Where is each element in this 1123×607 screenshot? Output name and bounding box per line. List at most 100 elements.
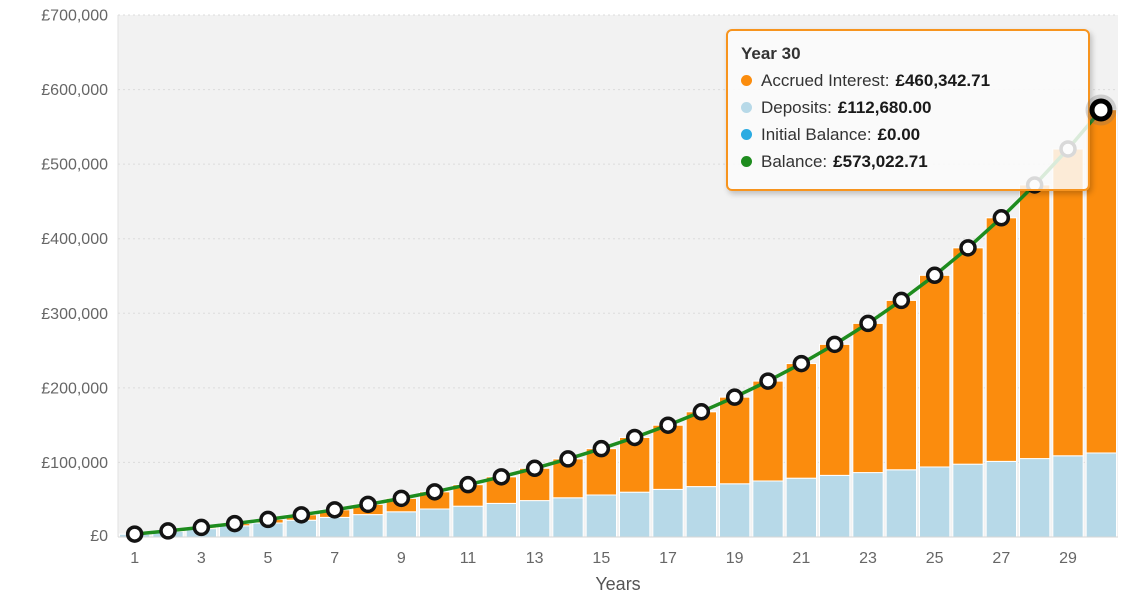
- y-axis-label: £700,000: [41, 8, 108, 25]
- x-axis-label: 25: [926, 550, 944, 567]
- tooltip-row-deposits: Deposits: £112,680.00: [741, 94, 1075, 121]
- deposits-bar[interactable]: [852, 472, 884, 538]
- balance-marker[interactable]: [225, 514, 244, 533]
- x-axis-label: 7: [330, 550, 339, 567]
- y-axis-label: £200,000: [41, 380, 108, 397]
- deposits-bar[interactable]: [319, 516, 351, 538]
- balance-marker[interactable]: [525, 459, 544, 478]
- tooltip-value: £573,022.71: [833, 152, 928, 171]
- deposits-bar[interactable]: [1019, 458, 1051, 538]
- deposits-bar[interactable]: [685, 486, 718, 538]
- balance-marker[interactable]: [392, 489, 411, 508]
- deposits-bar[interactable]: [919, 466, 951, 538]
- x-axis-label: 1: [130, 550, 139, 567]
- deposits-bar[interactable]: [752, 480, 784, 538]
- balance-marker[interactable]: [659, 416, 677, 434]
- tooltip-label: Balance:: [761, 152, 828, 171]
- deposits-bar[interactable]: [885, 469, 918, 538]
- accrued-interest-bar[interactable]: [619, 436, 651, 493]
- deposits-bar[interactable]: [452, 505, 484, 538]
- balance-marker[interactable]: [859, 314, 877, 333]
- marker-circle: [1089, 98, 1113, 122]
- accrued-interest-bar[interactable]: [752, 380, 784, 482]
- accrued-interest-bar[interactable]: [1085, 109, 1117, 454]
- balance-marker[interactable]: [992, 209, 1011, 227]
- balance-marker[interactable]: [325, 501, 344, 519]
- deposits-bar[interactable]: [1052, 455, 1084, 538]
- accrued-interest-bar[interactable]: [852, 322, 884, 474]
- balance-marker[interactable]: [892, 291, 911, 310]
- x-axis-label: 19: [726, 550, 744, 567]
- balance-marker[interactable]: [359, 495, 377, 514]
- x-axis-label: 13: [526, 550, 544, 567]
- deposits-bar[interactable]: [1085, 452, 1117, 538]
- y-axis-label: £300,000: [41, 306, 108, 323]
- x-axis-label: 21: [792, 550, 810, 567]
- deposits-bar[interactable]: [952, 463, 984, 538]
- accrued-interest-bar[interactable]: [685, 411, 718, 488]
- x-axis-label: 9: [397, 550, 406, 567]
- balance-marker[interactable]: [625, 428, 644, 447]
- accrued-interest-bar[interactable]: [985, 217, 1018, 462]
- tooltip-label: Accrued Interest:: [761, 71, 890, 90]
- deposits-bar[interactable]: [552, 497, 584, 538]
- balance-marker[interactable]: [759, 372, 777, 390]
- accrued-interest-bar[interactable]: [1019, 184, 1051, 460]
- accrued-interest-bar[interactable]: [1052, 148, 1084, 457]
- deposits-bar[interactable]: [485, 502, 517, 538]
- x-axis-title: Years: [595, 574, 640, 594]
- balance-marker[interactable]: [292, 506, 311, 524]
- tooltip-row-balance: Balance: £573,022.71: [741, 148, 1075, 175]
- x-axis-label: 27: [992, 550, 1010, 567]
- tooltip-title: Year 30: [741, 44, 801, 63]
- x-axis-label: 15: [592, 550, 610, 567]
- x-axis-label: 5: [264, 550, 273, 567]
- balance-dot-icon: [741, 156, 752, 167]
- accrued-interest-bar[interactable]: [719, 396, 751, 485]
- hovered-balance-marker[interactable]: [1078, 87, 1123, 133]
- accrued-interest-bar[interactable]: [652, 424, 684, 490]
- deposits-bar[interactable]: [619, 491, 651, 538]
- deposits-dot-icon: [741, 102, 752, 113]
- x-axis-label: 11: [460, 550, 477, 567]
- balance-marker[interactable]: [925, 266, 944, 285]
- balance-marker[interactable]: [959, 239, 977, 257]
- deposits-bar[interactable]: [785, 477, 818, 538]
- x-axis-label: 3: [197, 550, 206, 567]
- x-axis-label: 23: [859, 550, 877, 567]
- accrued-interest-bar[interactable]: [919, 274, 951, 468]
- deposits-bar[interactable]: [419, 508, 451, 538]
- accrued-interest-bar[interactable]: [785, 363, 818, 479]
- balance-marker[interactable]: [692, 403, 711, 421]
- accrued-interest-bar[interactable]: [952, 247, 984, 465]
- balance-marker[interactable]: [725, 388, 744, 406]
- deposits-bar[interactable]: [985, 460, 1018, 538]
- accrued-interest-bar[interactable]: [819, 343, 851, 476]
- deposits-bar[interactable]: [719, 483, 751, 538]
- tooltip-label: Deposits:: [761, 98, 832, 117]
- balance-marker[interactable]: [592, 439, 611, 458]
- tooltip-value: £460,342.71: [895, 71, 991, 90]
- deposits-bar[interactable]: [652, 488, 684, 538]
- deposits-bar[interactable]: [385, 511, 417, 538]
- deposits-bar[interactable]: [585, 494, 618, 538]
- balance-marker[interactable]: [125, 525, 144, 543]
- balance-marker[interactable]: [425, 483, 444, 501]
- deposits-bar[interactable]: [352, 514, 384, 538]
- balance-marker[interactable]: [825, 335, 844, 354]
- accrued-interest-bar[interactable]: [885, 299, 918, 471]
- deposits-bar[interactable]: [519, 500, 551, 538]
- balance-marker[interactable]: [792, 354, 811, 373]
- balance-marker[interactable]: [192, 518, 211, 537]
- deposits-bar[interactable]: [819, 474, 851, 538]
- y-axis-label: £600,000: [41, 82, 108, 99]
- y-axis-label: £400,000: [41, 231, 108, 248]
- accrued-interest-bar[interactable]: [552, 458, 584, 499]
- balance-marker[interactable]: [492, 468, 511, 486]
- y-axis-label: £100,000: [41, 455, 108, 472]
- balance-marker[interactable]: [459, 475, 477, 494]
- balance-marker[interactable]: [159, 522, 177, 540]
- balance-marker[interactable]: [559, 450, 577, 468]
- balance-marker[interactable]: [259, 510, 277, 529]
- chart-tooltip: Year 30 Accrued Interest: £460,342.71 De…: [726, 29, 1090, 191]
